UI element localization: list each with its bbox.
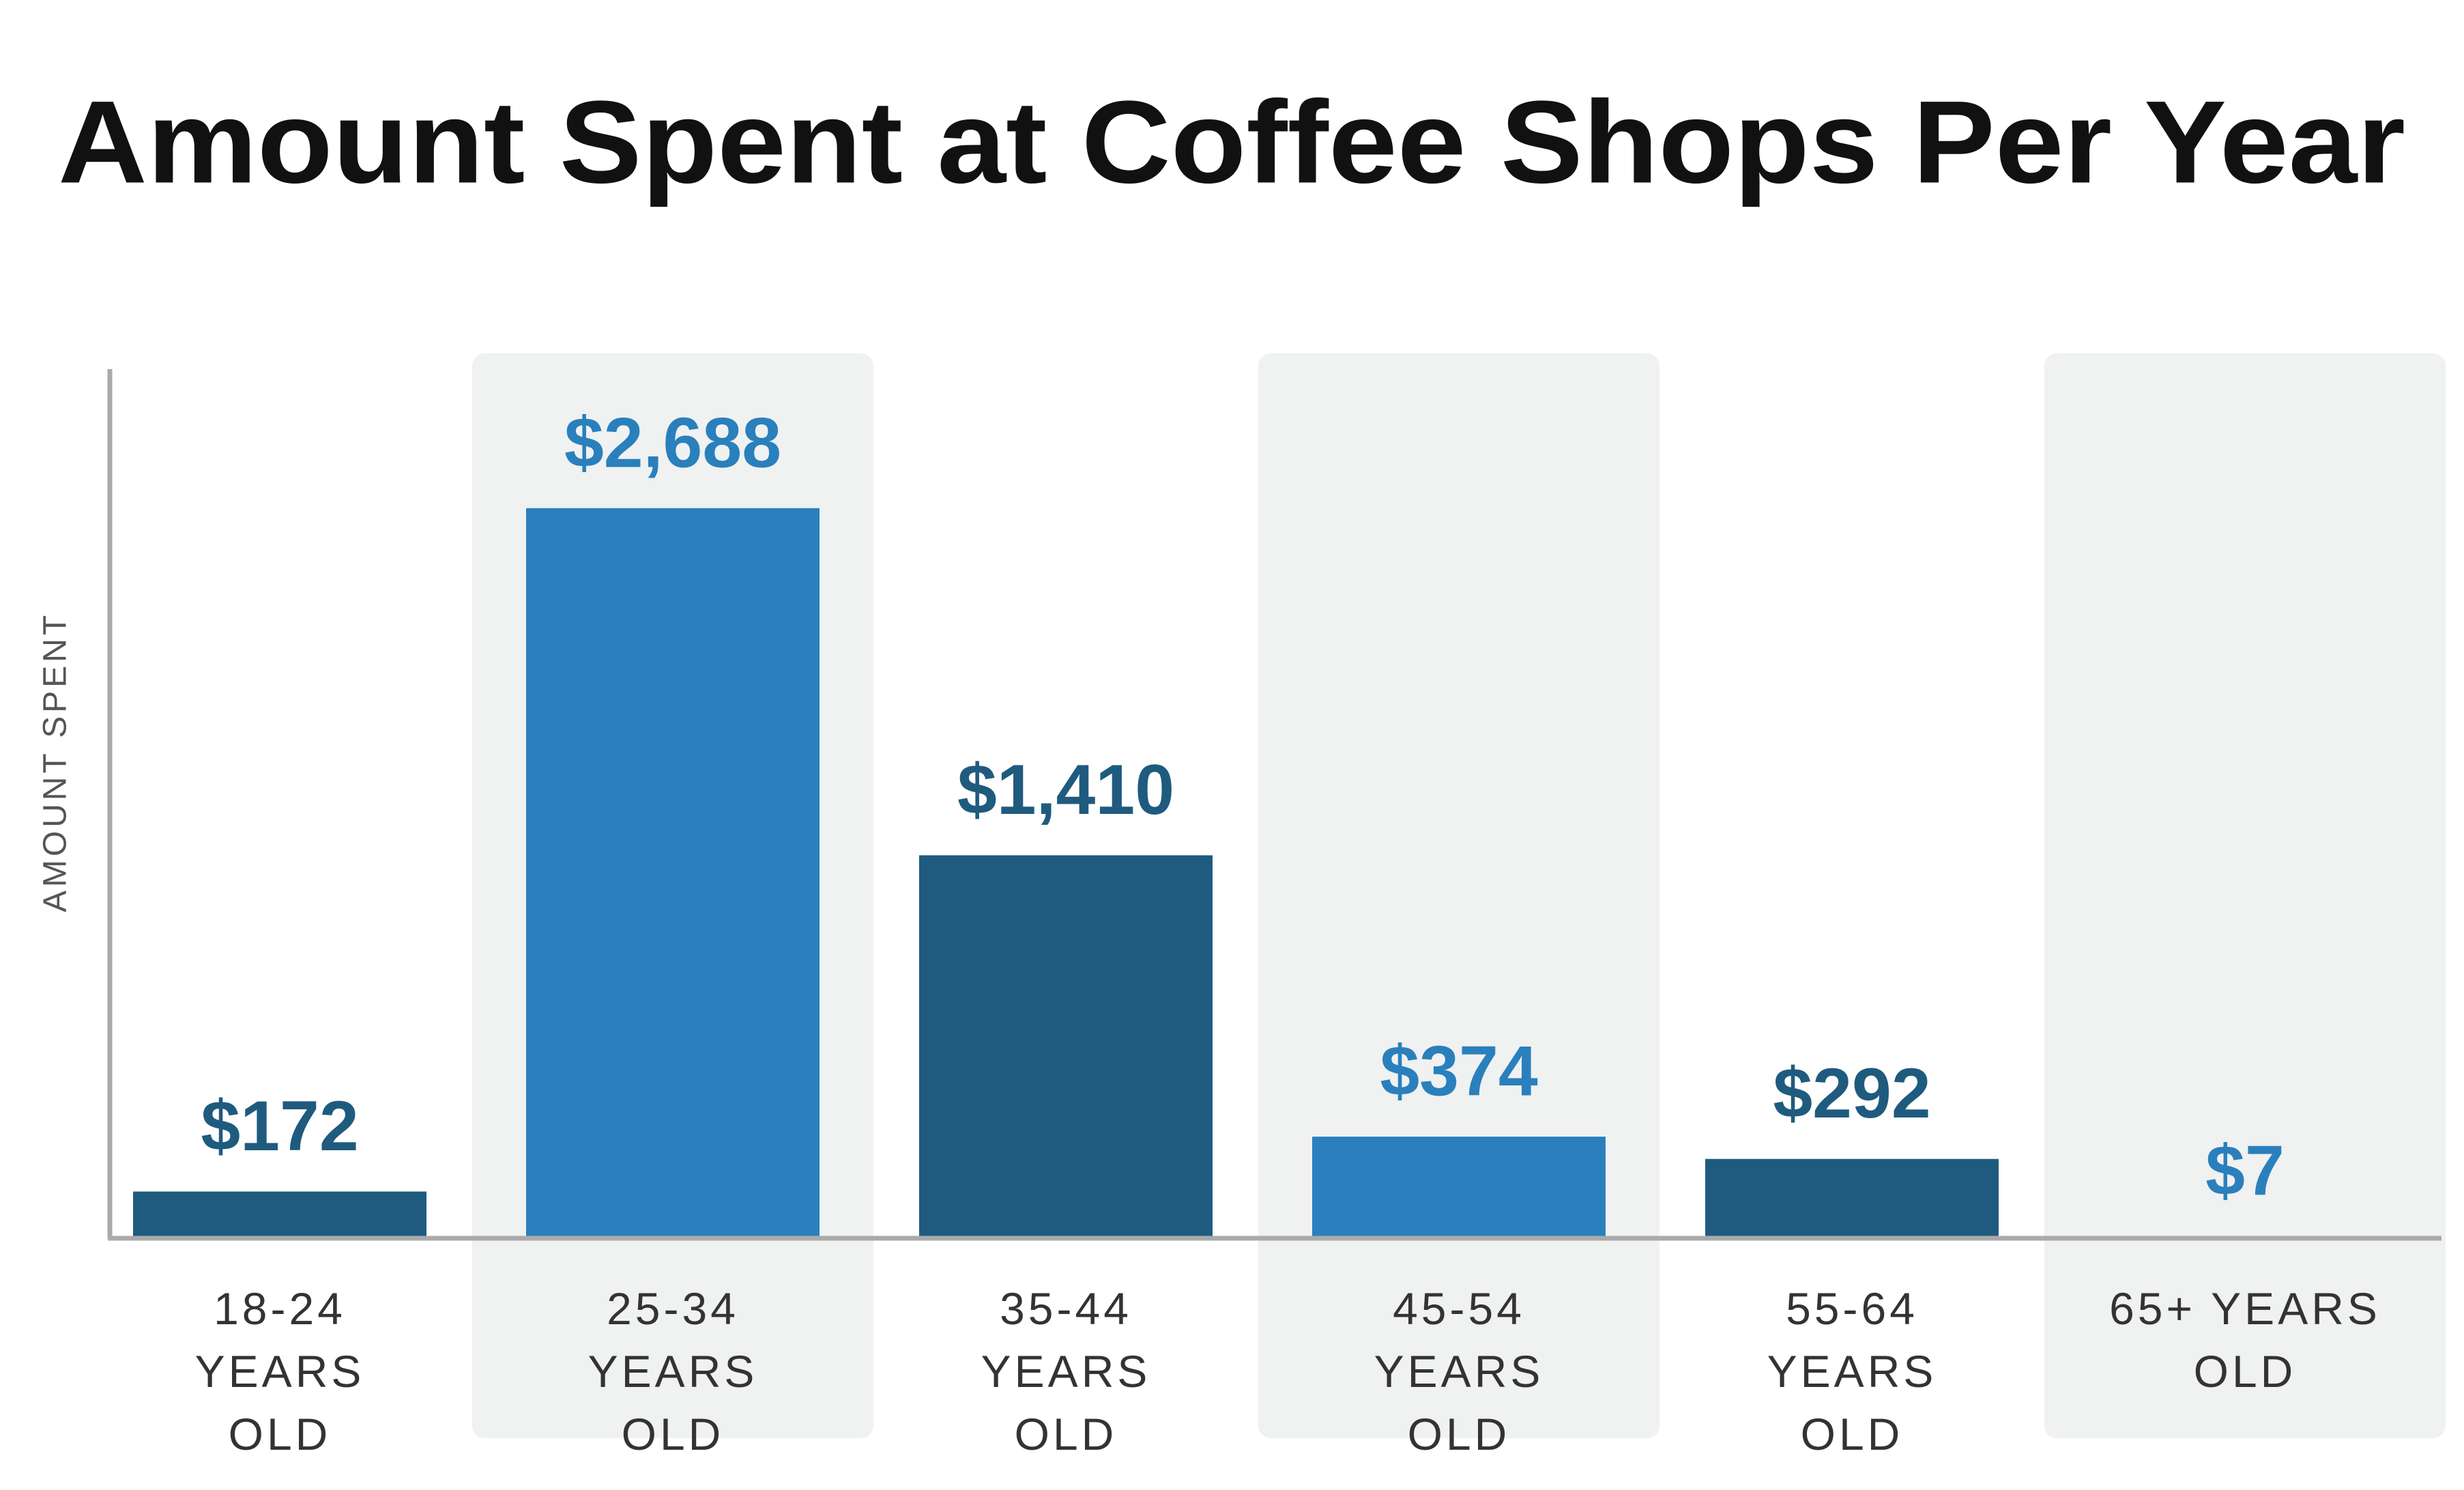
- column-shade: [1258, 353, 1659, 1438]
- value-label: $292: [1773, 1054, 1930, 1133]
- bar: [526, 508, 820, 1238]
- x-tick-label: 45-54 YEARS OLD: [1374, 1283, 1544, 1459]
- value-label: $172: [201, 1087, 358, 1166]
- x-tick-label: 18-24 YEARS OLD: [194, 1283, 365, 1459]
- value-label: $1,410: [957, 750, 1174, 830]
- x-tick-label: 65+ YEARS OLD: [2109, 1283, 2381, 1397]
- chart-title: Amount Spent at Coffee Shops Per Year: [58, 76, 2405, 207]
- x-tick-label: 35-44 YEARS OLD: [981, 1283, 1151, 1459]
- bar: [1312, 1137, 1606, 1238]
- y-axis-label: AMOUNT SPENT: [38, 612, 74, 912]
- value-label: $374: [1380, 1032, 1538, 1111]
- x-tick-label: 55-64 YEARS OLD: [1767, 1283, 1937, 1459]
- column-shade: [2044, 353, 2446, 1438]
- x-tick-label: 25-34 YEARS OLD: [588, 1283, 758, 1459]
- value-label: $2,688: [564, 403, 781, 482]
- bar: [919, 855, 1213, 1238]
- value-label: $7: [2205, 1132, 2285, 1211]
- bar: [133, 1191, 426, 1238]
- bar: [1705, 1158, 1999, 1238]
